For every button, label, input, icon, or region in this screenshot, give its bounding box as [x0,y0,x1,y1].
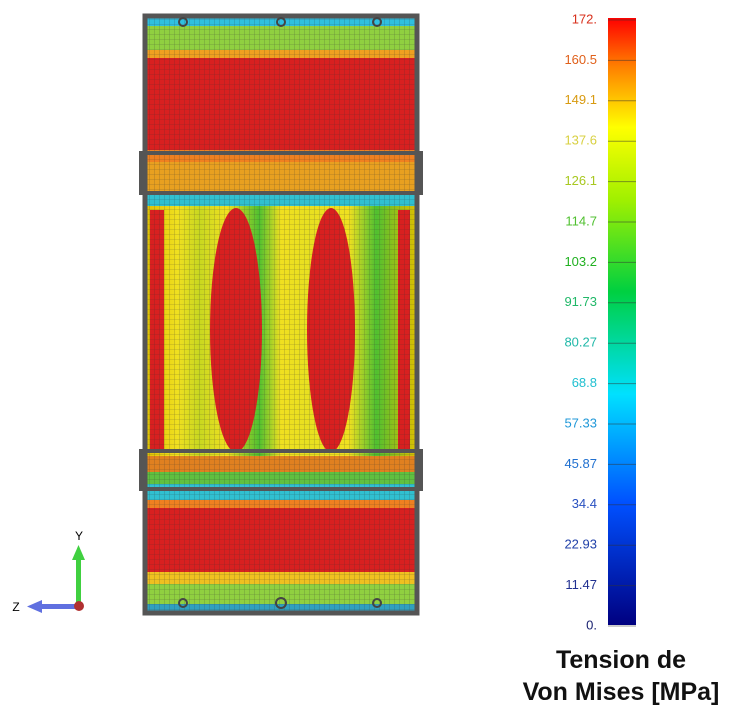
legend-label: 149.1 [564,92,597,107]
color-bar [608,18,636,625]
legend-label: 160.5 [564,52,597,67]
legend-label: 80.27 [564,335,597,350]
legend-label: 45.87 [564,456,597,471]
legend-label: 103.2 [564,254,597,269]
legend-label: 91.73 [564,294,597,309]
legend-label: 126.1 [564,173,597,188]
legend-title: Von Mises [MPa] [523,678,720,706]
legend-label: 22.93 [564,537,597,552]
z-axis-label: Z [12,600,19,614]
legend-label: 11.47 [565,577,597,592]
y-axis-label: Y [75,529,83,543]
legend-label: 172. [572,11,597,26]
axis-triad: Y Z [12,529,85,614]
model [139,13,423,616]
legend-label: 68.8 [572,375,597,390]
legend-label: 0. [586,617,597,632]
legend-label: 137.6 [564,133,597,148]
legend-label: 34.4 [572,496,597,511]
legend-label: 57.33 [564,415,597,430]
legend-label: 114.7 [565,213,597,228]
legend-title: Tension de [556,646,686,674]
